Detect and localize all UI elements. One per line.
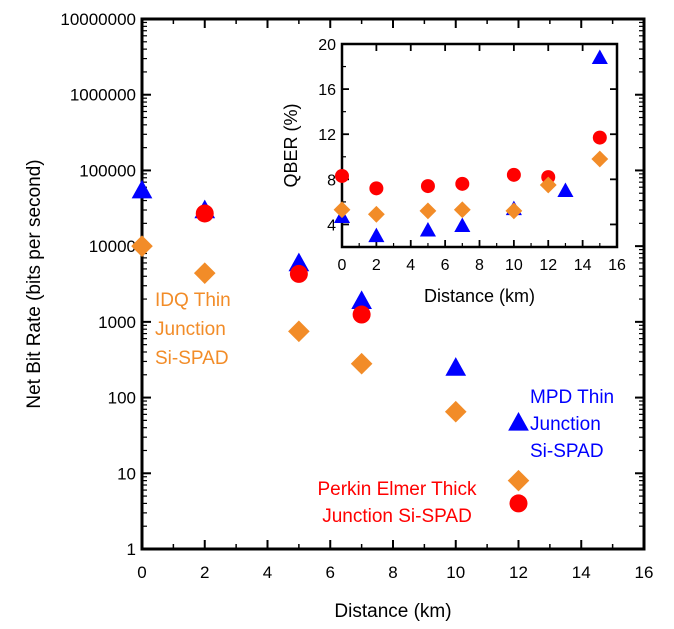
y-tick-label: 1 — [127, 540, 136, 559]
x-tick-label: 0 — [137, 563, 146, 582]
x-tick-label: 8 — [388, 563, 397, 582]
inset-diamond-point — [591, 150, 609, 168]
x-tick-label: 12 — [509, 563, 528, 582]
inset-y-tick-label: 8 — [327, 172, 336, 189]
triangle-point — [508, 412, 529, 431]
annotation-line: Junction — [530, 414, 601, 435]
diamond-point — [131, 235, 153, 257]
inset-x-tick-label: 16 — [608, 257, 626, 274]
inset-triangle-point — [454, 217, 471, 233]
inset-diamond-point — [453, 201, 471, 219]
inset-x-tick-label: 4 — [406, 257, 415, 274]
annotation-line: IDQ Thin — [155, 290, 231, 311]
x-axis-label: Distance (km) — [334, 601, 451, 622]
y-tick-label: 100000 — [79, 161, 136, 180]
y-tick-label: 100 — [108, 389, 136, 408]
x-tick-label: 6 — [326, 563, 335, 582]
inset-y-tick-label: 12 — [318, 127, 336, 144]
triangle-point — [445, 357, 467, 376]
x-tick-label: 4 — [263, 563, 272, 582]
inset-diamond-point — [505, 202, 523, 220]
inset-y-tick-label: 4 — [327, 217, 336, 234]
inset-x-tick-label: 0 — [338, 257, 347, 274]
inset-triangle-point — [591, 49, 608, 64]
x-tick-label: 2 — [200, 563, 209, 582]
inset-y-axis-label: QBER (%) — [281, 103, 301, 187]
inset-diamond-point — [367, 205, 385, 223]
annotation-line: Perkin Elmer Thick — [317, 479, 477, 500]
x-tick-label: 14 — [572, 563, 591, 582]
inset-x-tick-label: 14 — [574, 257, 592, 274]
inset-x-tick-label: 12 — [539, 257, 557, 274]
diamond-point — [350, 352, 373, 375]
inset-x-tick-label: 6 — [441, 257, 450, 274]
inset-triangle-point — [557, 182, 574, 198]
inset-y-tick-label: 16 — [318, 82, 336, 99]
triangle-point — [131, 179, 153, 199]
annotation-line: Si-SPAD — [155, 348, 229, 369]
y-tick-label: 1000 — [98, 313, 136, 332]
annotation-line: MPD Thin — [530, 387, 614, 408]
annotation-line: Junction — [155, 319, 226, 340]
inset-circle-point — [455, 176, 470, 191]
y-tick-label: 10000 — [89, 237, 136, 256]
circle-point — [195, 204, 214, 223]
inset-diamond-point — [333, 201, 351, 219]
inset-x-axis-label: Distance (km) — [424, 286, 535, 306]
inset-triangle-point — [368, 227, 385, 243]
inset-circle-point — [592, 130, 607, 145]
inset-circle-point — [506, 167, 521, 182]
inset-diamond-point — [539, 176, 557, 194]
inset-x-tick-label: 8 — [475, 257, 484, 274]
diamond-point — [507, 469, 530, 492]
inset-triangle-point — [419, 222, 436, 237]
diamond-point — [444, 400, 467, 423]
inset-x-tick-label: 10 — [505, 257, 523, 274]
circle-point — [289, 264, 308, 283]
x-tick-label: 10 — [446, 563, 465, 582]
inset-y-tick-label: 20 — [318, 37, 336, 54]
inset-circle-point — [420, 179, 435, 194]
inset-x-tick-label: 2 — [372, 257, 381, 274]
inset-background — [336, 36, 625, 247]
circle-point — [352, 305, 371, 324]
inset-circle-point — [369, 181, 384, 196]
main-plot: 0 2 4 6 8 10 12 14 16110100100010000100000100000… — [24, 10, 653, 622]
diamond-point — [288, 320, 310, 343]
inset-plot: 0 2 4 6 8 10 12 14 16 4 8 12 16 20 Distance (km) QBER (… — [281, 36, 626, 306]
y-tick-label: 10000000 — [60, 10, 136, 29]
inset-diamond-point — [419, 202, 437, 220]
y-axis-label: Net Bit Rate (bits per second) — [24, 159, 45, 408]
circle-point — [509, 494, 528, 513]
diamond-point — [193, 262, 216, 284]
inset-circle-point — [335, 168, 349, 183]
annotation-line: Junction Si-SPAD — [322, 506, 472, 527]
y-tick-label: 10 — [117, 464, 136, 483]
triangle-point — [351, 290, 372, 310]
y-tick-label: 1000000 — [70, 86, 136, 105]
x-tick-label: 16 — [635, 563, 654, 582]
annotation-line: Si-SPAD — [530, 441, 604, 462]
